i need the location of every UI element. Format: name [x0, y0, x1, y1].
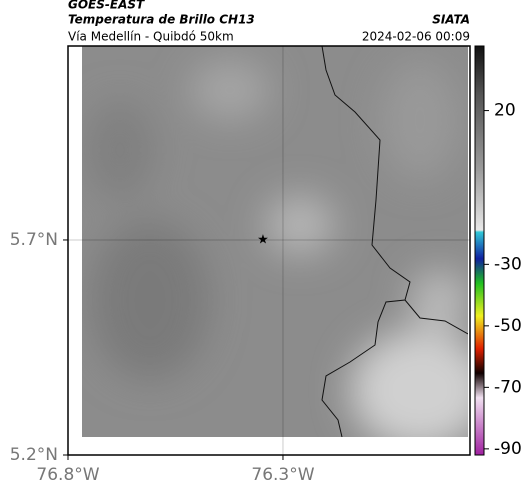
colorbar — [474, 45, 485, 456]
datetime: 2024-02-06 00:09 — [362, 30, 470, 44]
colorbar-tick-label: -50 — [494, 316, 522, 336]
generated: 5.2°N 5.7°N 76.8°W 76.3°W 20 -30 -50 -70 -90 — [10, 46, 522, 485]
lat-tick-label: 5.2°N — [10, 445, 58, 465]
location-marker: ★ — [257, 233, 269, 248]
lat-tick-label: 5.7°N — [10, 230, 58, 250]
colorbar-tick-label: 20 — [494, 101, 516, 121]
map-frame — [67, 45, 471, 456]
title: Temperatura de Brillo CH13 — [68, 13, 255, 27]
source: GOES-EAST — [68, 0, 145, 12]
satellite-image — [82, 46, 468, 437]
colorbar-tick-label: -30 — [494, 254, 522, 274]
lon-tick-label: 76.3°W — [251, 465, 314, 485]
agency: SIATA — [432, 13, 470, 27]
subtitle: Vía Medellín - Quibdó 50km — [68, 30, 234, 44]
lon-tick-label: 76.8°W — [36, 465, 99, 485]
colorbar-tick-label: -70 — [494, 377, 522, 397]
colorbar-tick-label: -90 — [494, 439, 522, 459]
